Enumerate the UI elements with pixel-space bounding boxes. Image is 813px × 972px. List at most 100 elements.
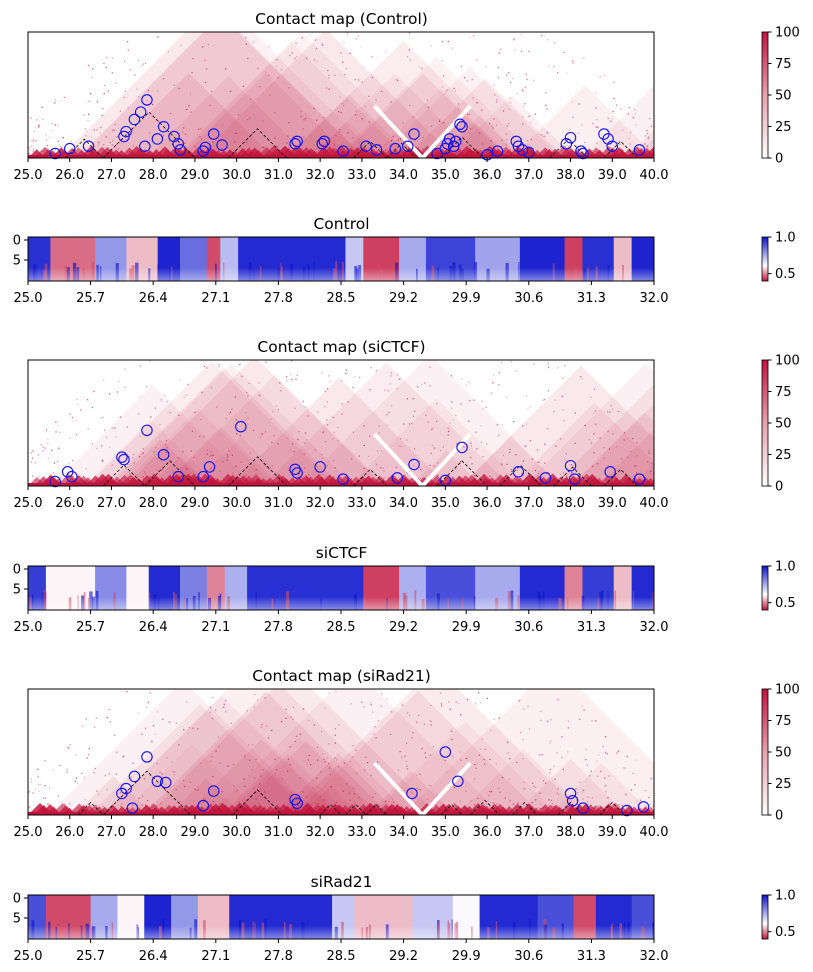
contact-pixel	[644, 789, 647, 792]
contact-pixel	[400, 438, 402, 440]
x-tick-label: 26.0	[55, 496, 84, 511]
contact-pixel	[292, 706, 295, 709]
contact-pixel	[328, 692, 331, 694]
contact-domain-shade	[651, 812, 654, 815]
loop-circle	[450, 135, 462, 148]
contact-pixel	[371, 76, 374, 78]
contact-pixel	[499, 48, 502, 50]
colorbar-tick-label: 50	[775, 417, 792, 432]
contact-pixel	[501, 424, 504, 426]
contact-pixel	[44, 760, 46, 762]
contact-diagonal-band	[28, 473, 654, 486]
contact-pixel	[452, 419, 454, 421]
contact-pixel	[385, 800, 387, 802]
contact-pixel	[429, 754, 432, 756]
contact-pixel	[299, 733, 301, 735]
contact-pixel	[572, 116, 574, 119]
contact-pixel	[127, 107, 129, 109]
contact-pixel	[648, 118, 651, 120]
loop-circle	[128, 113, 141, 126]
contact-pixel	[630, 789, 633, 791]
contact-pixel	[337, 426, 339, 429]
contact-pixel	[404, 755, 406, 757]
contact-pixel	[520, 731, 522, 734]
contact-pixel	[451, 47, 454, 49]
contact-pixel	[316, 60, 318, 63]
contact-pixel	[307, 474, 310, 476]
contact-pixel	[55, 431, 57, 433]
contact-pixel	[413, 448, 416, 450]
contact-pixel	[594, 410, 597, 412]
contact-domain-shade	[523, 363, 654, 486]
contact-pixel	[251, 744, 254, 746]
contact-pixel	[547, 362, 549, 364]
contact-pixel	[419, 773, 421, 775]
colorbar-tick-label: 0	[775, 152, 783, 167]
contact-pixel	[340, 112, 342, 114]
contact-pixel	[58, 447, 60, 450]
contact-pixel	[648, 136, 650, 138]
contact-pixel	[473, 474, 476, 477]
contact-pixel	[290, 792, 292, 794]
contact-pixel	[399, 750, 401, 753]
contact-pixel	[346, 34, 349, 37]
contact-domain-shade	[298, 360, 562, 486]
x-tick-label: 27.8	[264, 949, 293, 964]
contact-pixel	[523, 788, 525, 790]
contact-pixel	[490, 790, 493, 793]
contact-pixel	[50, 130, 52, 132]
contact-pixel	[592, 122, 594, 125]
contact-pixel	[348, 792, 350, 794]
loop-circle	[491, 145, 504, 157]
contact-pixel	[576, 799, 578, 801]
contact-pixel	[421, 67, 423, 70]
contact-pixel	[267, 737, 270, 739]
colorbar-tick-label: 0.5	[775, 596, 796, 611]
contact-pixel	[412, 732, 414, 734]
colorbar-gradient	[761, 688, 769, 816]
x-tick-label: 31.0	[264, 496, 293, 511]
contact-pixel	[75, 434, 78, 436]
contact-pixel	[199, 136, 201, 138]
contact-pixel	[561, 756, 563, 759]
contact-pixel	[430, 125, 432, 127]
contact-pixel	[225, 417, 228, 420]
contact-pixel	[137, 712, 139, 714]
contact-pixel	[389, 383, 391, 385]
contact-pixel	[142, 447, 145, 450]
contact-pixel	[482, 456, 484, 458]
contact-pixel	[141, 733, 143, 735]
contact-pixel	[44, 785, 46, 787]
contact-pixel	[335, 759, 338, 761]
x-tick-label: 28.5	[327, 949, 356, 964]
contact-pixel	[605, 791, 607, 793]
contact-pixel	[499, 791, 501, 793]
contact-pixel	[421, 747, 423, 750]
x-tick-label: 26.4	[139, 949, 168, 964]
contact-pixel	[539, 807, 542, 810]
contact-pixel	[264, 792, 267, 794]
contact-pixel	[85, 467, 87, 470]
contact-control-panel: Contact map (Control)25.0 26.0 27.0 28.0 29.…	[14, 10, 800, 183]
contact-pixel	[215, 460, 217, 462]
contact-pixel	[265, 361, 267, 363]
contact-pixel	[202, 130, 204, 132]
contact-pixel	[339, 128, 341, 131]
contact-pixel	[85, 718, 87, 720]
contact-pixel	[154, 407, 157, 409]
contact-pixel	[171, 143, 173, 145]
contact-pixel	[211, 717, 214, 720]
contact-pixel	[604, 751, 607, 754]
contact-pixel	[180, 803, 182, 806]
contact-pixel	[604, 777, 606, 779]
contact-pixel	[317, 411, 319, 413]
contact-pixel	[224, 699, 227, 702]
contact-pixel	[42, 118, 44, 121]
contact-pixel	[446, 89, 448, 91]
contact-pixel	[130, 776, 132, 779]
contact-pixel	[100, 474, 102, 476]
colorbar-tick-label: 100	[775, 683, 800, 698]
contact-pixel	[411, 737, 413, 739]
contact-pixel	[326, 757, 328, 759]
contact-pixel	[235, 433, 238, 435]
